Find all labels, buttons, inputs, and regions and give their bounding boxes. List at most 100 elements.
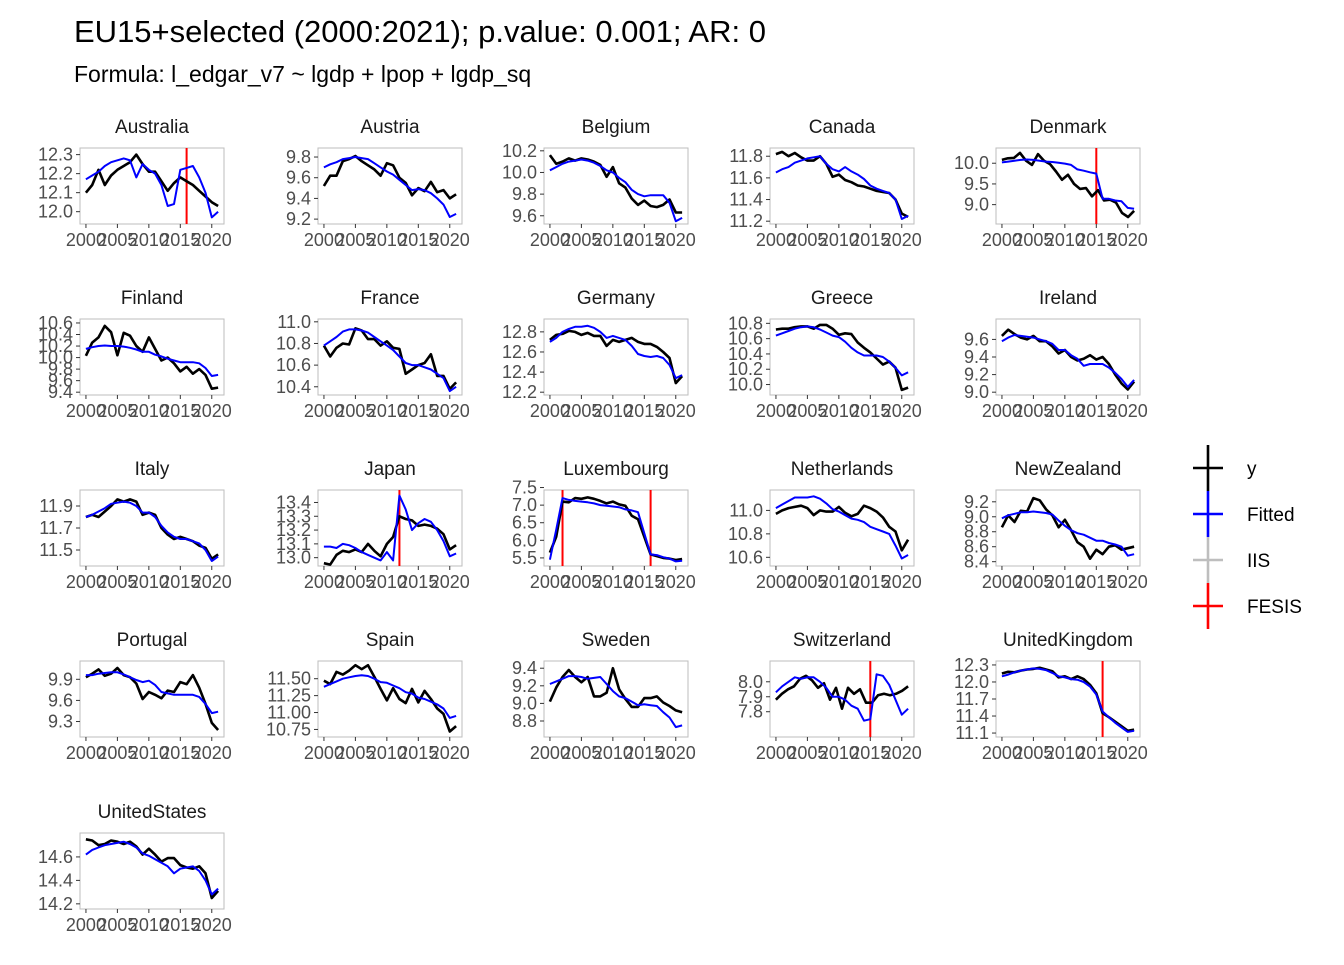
x-tick-label: 2000 [66, 743, 106, 763]
x-tick-label: 2020 [192, 230, 232, 250]
x-tick-label: 2000 [756, 230, 796, 250]
facet-label: Italy [135, 459, 170, 480]
y-tick-label: 9.2 [286, 209, 311, 229]
facet-label: Austria [360, 117, 420, 138]
facet-label: NewZealand [1015, 459, 1122, 480]
series-y-line [84, 153, 219, 208]
y-tick-label: 9.6 [512, 206, 537, 226]
series-fitted-line [548, 497, 683, 563]
panel-plot-area [548, 490, 683, 566]
y-tick-label: 12.3 [954, 655, 989, 675]
x-tick-label: 2000 [66, 915, 106, 935]
x-tick-label: 2020 [430, 401, 470, 421]
y-tick-label: 11.4 [955, 706, 989, 726]
y-tick-label: 7.9 [738, 687, 763, 707]
panel-border [317, 318, 463, 396]
x-tick-label: 2020 [192, 915, 232, 935]
panel-plot-area [85, 498, 219, 562]
x-tick-label: 2010 [1045, 743, 1085, 763]
panel-border [79, 147, 225, 225]
y-tick-label: 9.0 [512, 693, 537, 713]
panel-border [79, 660, 225, 738]
y-tick-label: 10.6 [38, 313, 73, 333]
x-tick-label: 2000 [756, 401, 796, 421]
x-tick-label: 2010 [129, 915, 169, 935]
y-tick-label: 10.75 [266, 719, 311, 739]
y-tick-label: 12.0 [954, 672, 989, 692]
x-tick-label: 2005 [561, 743, 601, 763]
facet-label: Japan [364, 459, 416, 480]
x-tick-label: 2005 [97, 572, 137, 592]
y-tick-label: 10.2 [502, 141, 537, 161]
y-tick-label: 10.4 [38, 325, 73, 345]
panel-border [543, 489, 689, 567]
panel-border [79, 832, 225, 910]
x-tick-label: 2000 [304, 401, 344, 421]
x-tick-label: 2010 [367, 572, 407, 592]
panel-border [317, 147, 463, 225]
y-tick-label: 9.0 [964, 195, 989, 215]
panel-plot-area [548, 154, 683, 223]
y-tick-label: 9.6 [48, 690, 73, 710]
y-tick-label: 10.0 [728, 375, 763, 395]
y-tick-label: 10.8 [728, 313, 763, 333]
x-tick-label: 2015 [1076, 743, 1116, 763]
x-tick-label: 2010 [129, 572, 169, 592]
facet-label: UnitedKingdom [1003, 630, 1133, 651]
x-tick-label: 2015 [624, 401, 664, 421]
x-tick-label: 2010 [1045, 230, 1085, 250]
series-y-line [774, 674, 909, 711]
x-tick-label: 2015 [850, 572, 890, 592]
y-tick-label: 8.6 [964, 537, 989, 557]
y-tick-label: 11.9 [39, 496, 73, 516]
x-tick-label: 2000 [982, 401, 1022, 421]
series-fitted-line [549, 324, 683, 380]
series-fitted-line [85, 671, 219, 715]
y-tick-label: 11.7 [955, 689, 989, 709]
x-tick-label: 2010 [819, 743, 859, 763]
series-y-line [775, 504, 910, 552]
x-tick-label: 2000 [66, 572, 106, 592]
facet-label: Greece [811, 288, 873, 309]
x-tick-label: 2010 [593, 743, 633, 763]
x-tick-label: 2015 [398, 743, 438, 763]
x-tick-label: 2005 [97, 915, 137, 935]
series-fitted-line [1001, 667, 1135, 733]
facet-label: France [360, 288, 419, 309]
facet-label: Portugal [117, 630, 188, 651]
x-tick-label: 2010 [819, 230, 859, 250]
y-tick-label: 9.0 [964, 507, 989, 527]
x-tick-label: 2020 [430, 743, 470, 763]
y-tick-label: 10.6 [728, 547, 763, 567]
x-tick-label: 2005 [787, 401, 827, 421]
x-tick-label: 2005 [1013, 401, 1053, 421]
y-tick-label: 11.2 [729, 211, 763, 231]
series-y-line [84, 324, 219, 391]
y-tick-label: 9.9 [48, 669, 73, 689]
series-fitted-line [323, 674, 457, 719]
panel-plot-area [1001, 148, 1136, 224]
series-y-line [322, 154, 457, 200]
y-tick-label: 11.0 [277, 312, 311, 332]
y-tick-label: 9.4 [286, 188, 311, 208]
panel-border [995, 147, 1141, 225]
facet-label: Luxembourg [563, 459, 669, 480]
x-tick-label: 2015 [160, 230, 200, 250]
x-tick-label: 2015 [160, 915, 200, 935]
x-tick-label: 2020 [1108, 743, 1148, 763]
panel-border [995, 489, 1141, 567]
x-tick-label: 2010 [593, 401, 633, 421]
y-tick-label: 10.8 [728, 524, 763, 544]
panel-plot-area [84, 148, 219, 224]
x-tick-label: 2015 [1076, 572, 1116, 592]
y-tick-label: 9.2 [964, 365, 989, 385]
facet-label: Australia [115, 117, 189, 138]
panel-plot-area [548, 666, 683, 729]
x-tick-label: 2015 [850, 401, 890, 421]
y-tick-label: 10.6 [276, 355, 311, 375]
x-tick-label: 2010 [593, 230, 633, 250]
y-tick-label: 8.8 [964, 522, 989, 542]
facet-grid: Australia12.012.112.212.3200020052010201… [38, 117, 1148, 935]
